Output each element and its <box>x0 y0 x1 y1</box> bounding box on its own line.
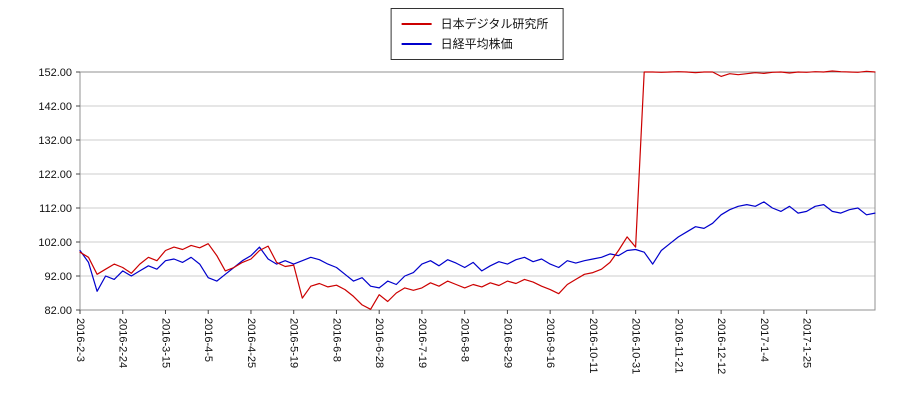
y-axis-tick-label: 82.00 <box>44 305 72 317</box>
x-axis-tick-label: 2016-10-11 <box>587 318 599 373</box>
x-axis-tick-label: 2016-10-31 <box>630 318 642 374</box>
y-axis-tick-label: 92.00 <box>44 271 72 283</box>
x-axis-tick-label: 2016-7-19 <box>416 318 428 368</box>
series-line-2 <box>79 201 876 292</box>
x-axis-tick-label: 2016-2-24 <box>117 318 129 368</box>
legend-item-series1: 日本デジタル研究所 <box>401 14 549 34</box>
x-axis-tick-label: 2016-3-15 <box>159 318 171 368</box>
x-axis-tick-label: 2016-12-12 <box>715 318 727 374</box>
x-axis-tick-label: 2016-9-16 <box>544 318 556 368</box>
chart-legend: 日本デジタル研究所 日経平均株価 <box>390 8 564 60</box>
series2-line-swatch <box>401 43 432 45</box>
y-axis-tick-label: 102.00 <box>38 237 72 249</box>
y-axis-tick-label: 152.00 <box>38 67 72 79</box>
x-axis-tick-label: 2017-1-4 <box>758 318 770 362</box>
plot-border <box>79 71 876 311</box>
y-axis-tick-label: 112.00 <box>39 203 72 215</box>
x-axis-tick-label: 2016-6-28 <box>373 318 385 368</box>
x-axis-tick-label: 2016-5-19 <box>288 318 300 368</box>
x-axis-tick-label: 2016-4-5 <box>202 318 214 362</box>
x-axis-tick-label: 2016-2-3 <box>74 318 86 362</box>
legend-item-series2: 日経平均株価 <box>401 34 549 54</box>
x-axis-tick-label: 2016-4-25 <box>245 318 257 368</box>
x-axis-tick-label: 2016-8-29 <box>501 318 513 368</box>
x-axis-tick-label: 2017-1-25 <box>801 318 813 368</box>
x-axis-tick-label: 2016-11-21 <box>672 318 684 373</box>
y-axis-tick-label: 142.00 <box>38 101 72 113</box>
x-axis-tick-label: 2016-8-8 <box>459 318 471 362</box>
legend-label-series1: 日本デジタル研究所 <box>440 17 549 31</box>
x-axis-tick-label: 2016-6-8 <box>330 318 342 362</box>
series-line-1 <box>79 70 876 310</box>
y-axis-tick-label: 132.00 <box>38 135 72 147</box>
series1-line-swatch <box>401 23 432 25</box>
y-axis-tick-label: 122.00 <box>38 169 72 181</box>
legend-label-series2: 日経平均株価 <box>440 37 513 51</box>
